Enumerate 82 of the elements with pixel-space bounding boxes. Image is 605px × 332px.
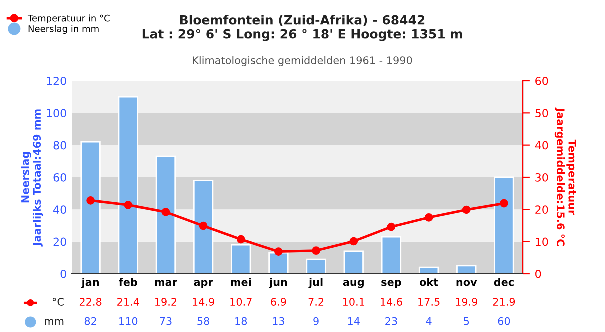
data-label: 10.7 (230, 298, 252, 306)
bar (80, 141, 101, 274)
y2-tick-label: 60 (536, 76, 548, 86)
y-axis-title: Neerslag Jaarlijks Totaal:469 mm (21, 110, 44, 247)
y-tick-label: 100 (47, 109, 66, 118)
x-tick-label: dec (494, 278, 514, 286)
x-tick-label: okt (420, 278, 438, 286)
y-tick-label: 40 (54, 206, 66, 214)
y2-tick-label: 10 (536, 238, 548, 246)
x-tick-label: aug (343, 280, 364, 288)
text: °C (52, 298, 64, 306)
x-tick-label: mar (155, 280, 178, 286)
point (162, 208, 170, 216)
chart-subtitle: Klimatologische gemiddelden 1961 - 1990 (193, 56, 412, 66)
data-label: 23 (386, 317, 398, 326)
y2-tick-label: 50 (536, 109, 548, 118)
data-label: 82 (84, 317, 96, 326)
data-label: 73 (160, 317, 172, 326)
y-tick-label: 120 (47, 76, 66, 86)
legend-label: Temperatuur in °C (28, 14, 110, 24)
data-label: 7.2 (308, 298, 324, 306)
x-tick-label: jan (81, 278, 99, 288)
x-tick-label: mei (231, 278, 251, 286)
bar (494, 176, 514, 274)
chart-title: Bloemfontein (Zuid-Afrika) - 68442 Lat : 29° 6' S Long: 26 ° 18' E Hoogte: 1351 m (142, 15, 462, 42)
y2-tick-label: 40 (535, 141, 548, 150)
x-tick-label: jun (269, 278, 288, 288)
data-label: 6.9 (271, 298, 286, 306)
bar (456, 265, 477, 274)
point (236, 235, 246, 244)
data-label: 4 (426, 318, 432, 326)
bar (306, 258, 326, 274)
data-label: 10.1 (343, 298, 365, 306)
point (350, 237, 358, 246)
point (387, 222, 396, 232)
x-tick-label: nov (456, 280, 478, 286)
bar (418, 266, 440, 274)
y-tick-label: 80 (54, 141, 66, 150)
y2-tick-label: 30 (536, 173, 548, 182)
bar (344, 250, 364, 274)
data-label: 21.4 (118, 298, 140, 306)
bar (231, 244, 252, 274)
data-label: 60 (498, 317, 510, 326)
text: mm (45, 319, 64, 326)
y-tick-label: 0 (60, 270, 66, 278)
data-label: 22.8 (80, 298, 102, 306)
y-tick-label: 20 (54, 238, 66, 246)
legend-label: Neerslag in mm (28, 25, 99, 34)
bar (156, 156, 176, 274)
data-label: 14 (348, 318, 360, 326)
data-label: 9 (314, 317, 319, 326)
data-label: 58 (198, 317, 210, 326)
data-label: 14.9 (193, 298, 214, 306)
bar (193, 180, 214, 274)
bar (381, 236, 402, 274)
point (199, 222, 208, 230)
data-label: 13 (273, 317, 284, 326)
point (462, 206, 471, 214)
y-tick-label: 60 (54, 173, 66, 182)
bar (118, 96, 138, 274)
data-label: 17.5 (418, 298, 440, 306)
data-label: 21.9 (493, 298, 516, 306)
point (500, 199, 508, 208)
x-tick-label: apr (194, 280, 214, 288)
bar (268, 252, 289, 274)
point (274, 248, 283, 256)
point (424, 214, 434, 222)
point (86, 196, 95, 205)
point (312, 246, 320, 256)
x-tick-label: jul (308, 278, 323, 288)
y2-axis-title: Temperatuur Jaargemiddelde:15.6 °C (554, 108, 576, 246)
data-label: 19.2 (156, 298, 177, 306)
y2-tick-label: 0 (536, 270, 542, 278)
data-label: 110 (120, 317, 138, 326)
data-label: 18 (236, 317, 248, 326)
x-tick-label: feb (119, 278, 138, 286)
point (124, 200, 133, 210)
x-tick-label: sep (382, 280, 402, 288)
y2-tick-label: 20 (536, 206, 548, 214)
data-label: 14.6 (381, 298, 402, 306)
data-label: 19.9 (456, 298, 478, 306)
data-label: 5 (464, 318, 470, 326)
